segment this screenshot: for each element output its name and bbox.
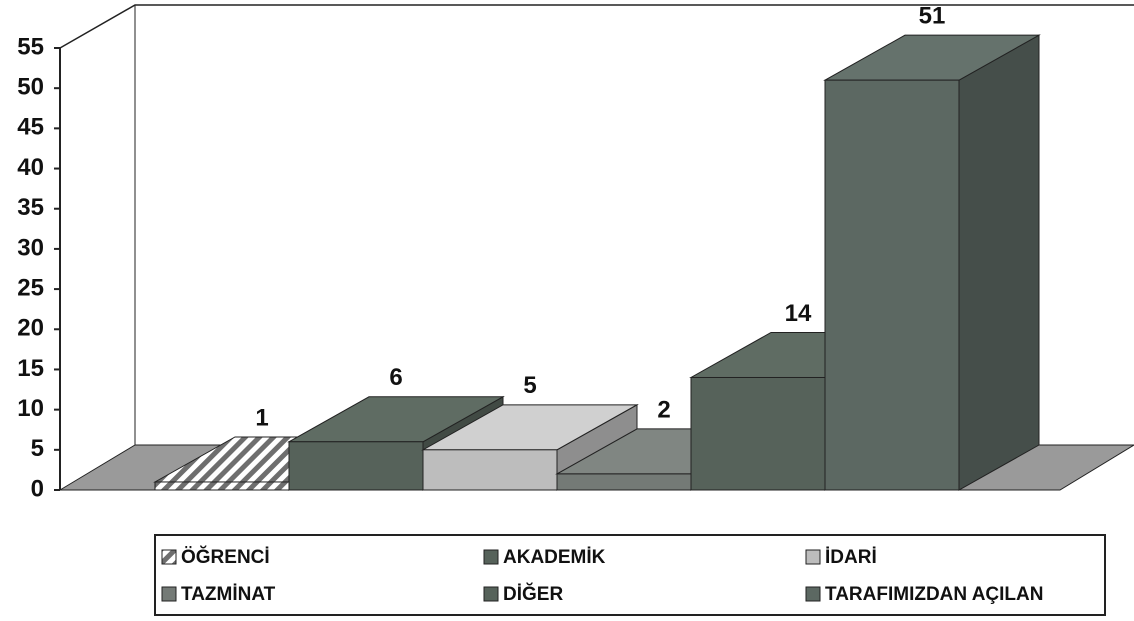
legend-label: DİĞER: [503, 583, 563, 605]
bar-side: [958, 34, 1040, 491]
y-tick-label: 10: [17, 395, 44, 422]
legend: [154, 534, 1106, 616]
legend-label: TARAFIMIZDAN AÇILAN: [825, 584, 1043, 605]
bar: [556, 473, 692, 491]
y-tick-label: 20: [17, 315, 44, 342]
legend-swatch: [161, 586, 177, 602]
bar: [690, 376, 826, 491]
y-tick-label: 50: [17, 74, 44, 101]
value-label: 14: [785, 300, 812, 327]
bar: [288, 441, 424, 491]
legend-label: AKADEMİK: [503, 547, 606, 568]
y-tick-label: 0: [31, 475, 44, 502]
y-tick-label: 55: [17, 33, 44, 60]
legend-swatch: [161, 549, 177, 565]
bar: [422, 449, 558, 491]
y-tick-label: 30: [17, 234, 44, 261]
bar: [824, 79, 960, 491]
legend-label: İDARİ: [825, 547, 877, 568]
legend-label: ÖĞRENCİ: [181, 546, 270, 568]
legend-swatch: [483, 549, 499, 565]
value-label: 1: [255, 404, 268, 431]
y-tick-label: 25: [17, 274, 44, 301]
y-tick-label: 5: [31, 435, 44, 462]
value-label: 2: [657, 396, 670, 423]
bar: [154, 481, 290, 491]
y-tick-label: 35: [17, 194, 44, 221]
legend-swatch: [805, 549, 821, 565]
legend-swatch: [805, 586, 821, 602]
y-tick-label: 40: [17, 154, 44, 181]
y-tick-label: 15: [17, 355, 44, 382]
legend-swatch: [483, 586, 499, 602]
y-tick-label: 45: [17, 114, 44, 141]
value-label: 6: [389, 364, 402, 391]
legend-label: TAZMİNAT: [181, 584, 276, 605]
value-label: 51: [919, 2, 946, 29]
value-label: 5: [523, 372, 536, 399]
